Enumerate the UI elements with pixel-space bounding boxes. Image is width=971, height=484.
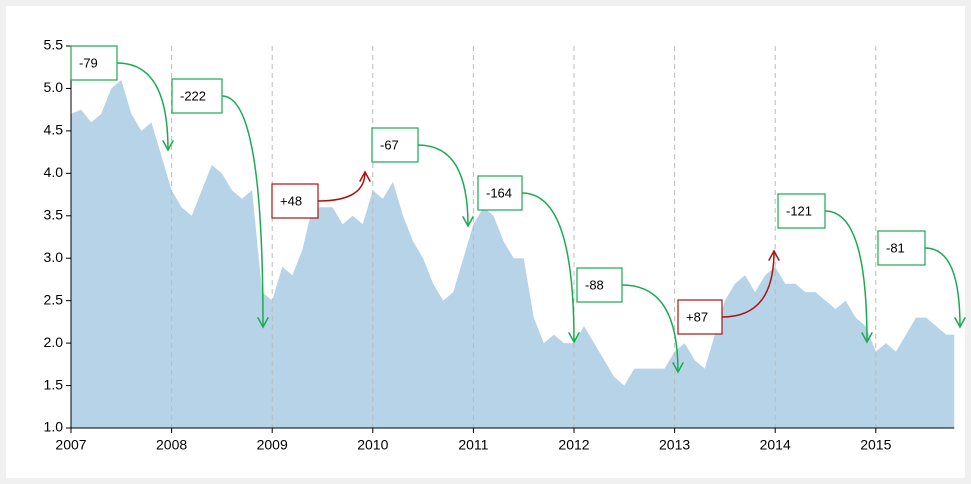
- annotation-arrow: [721, 250, 775, 318]
- y-tick-label: 5.0: [44, 79, 64, 95]
- annotation-box: [171, 78, 223, 114]
- x-tick-label: 2015: [860, 437, 891, 453]
- y-tick-label: 5.5: [44, 37, 64, 53]
- annotation-arrow: [317, 171, 366, 202]
- x-tick-label: 2009: [257, 437, 288, 453]
- annotation-arrow: [521, 192, 575, 343]
- arrow-head: [162, 139, 174, 152]
- x-tick-label: 2012: [558, 437, 589, 453]
- y-tick-label: 3.0: [44, 249, 64, 265]
- arrow-head: [568, 331, 580, 344]
- arrow-head: [257, 316, 269, 329]
- annotation-box: [877, 230, 926, 266]
- y-tick-label: 1.0: [44, 419, 64, 435]
- x-tick-label: 2011: [458, 437, 488, 453]
- arrow-head: [359, 170, 371, 183]
- arrow-head: [462, 215, 474, 228]
- annotation-box: [477, 175, 523, 211]
- annotation-box: [576, 267, 623, 303]
- y-tick-label: 3.5: [44, 206, 64, 222]
- annotation-label: -222: [180, 88, 206, 103]
- annotation-label: -79: [79, 55, 98, 70]
- y-tick-label: 4.0: [44, 164, 64, 180]
- arrow-head: [672, 361, 684, 374]
- y-tick-label: 1.5: [44, 376, 64, 392]
- x-tick-label: 2007: [55, 437, 86, 453]
- y-tick-label: 4.5: [44, 122, 64, 138]
- annotation-label: -164: [486, 185, 512, 200]
- x-tick-label: 2013: [659, 437, 690, 453]
- annotation-box: [777, 193, 826, 229]
- arrow-head: [954, 316, 966, 329]
- annotation-label: +48: [280, 193, 302, 208]
- annotation-label: -67: [380, 137, 399, 152]
- annotation-arrow: [417, 144, 469, 227]
- x-tick-label: 2008: [156, 437, 187, 453]
- x-tick-label: 2014: [760, 437, 791, 453]
- annotation-label: -88: [585, 277, 604, 292]
- y-tick-label: 2.5: [44, 291, 64, 307]
- annotation-box: [371, 127, 419, 163]
- area: [71, 79, 955, 428]
- annotation-box: [70, 45, 118, 81]
- annotation-label: -121: [786, 203, 812, 218]
- annotation-arrow: [924, 247, 961, 328]
- arrow-head: [768, 249, 780, 262]
- annotation-box: [271, 183, 319, 219]
- y-tick-label: 2.0: [44, 334, 64, 350]
- annotation-box: [677, 299, 723, 335]
- annotation-arrow: [221, 95, 264, 328]
- x-tick-label: 2010: [357, 437, 388, 453]
- annotation-arrow: [621, 284, 679, 373]
- annotation-arrow: [116, 62, 169, 151]
- annotation-arrow: [824, 210, 868, 343]
- annotation-label: +87: [686, 309, 708, 324]
- arrow-head: [861, 331, 873, 344]
- annotation-label: -81: [886, 240, 905, 255]
